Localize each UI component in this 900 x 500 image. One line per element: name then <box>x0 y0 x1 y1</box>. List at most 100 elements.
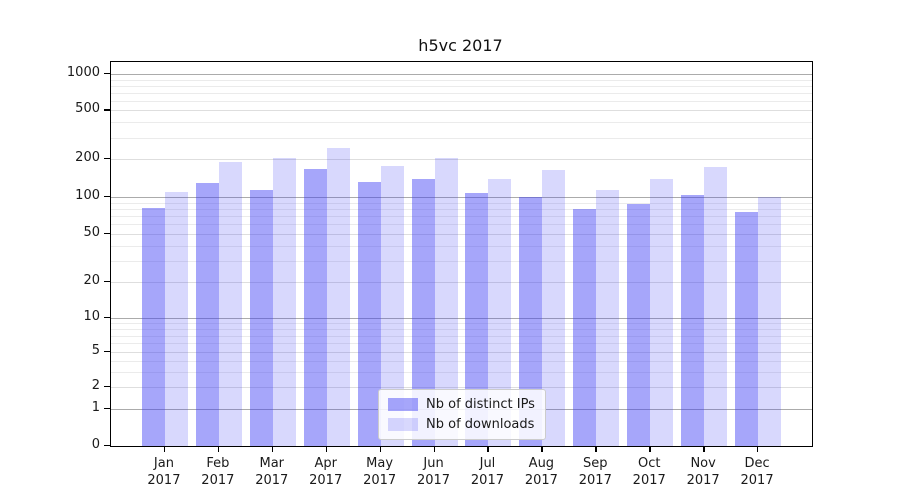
bar-downloads-aug <box>542 169 566 446</box>
gridline-3 <box>111 372 812 373</box>
y-tick-label-10: 10 <box>83 309 100 324</box>
x-tick-label-may: May 2017 <box>350 455 410 489</box>
y-tick-mark-20 <box>104 280 110 283</box>
x-tick-mark-jul <box>487 447 489 452</box>
gridline-700 <box>111 93 812 94</box>
bar-downloads-jan <box>164 191 188 446</box>
x-tick-month: Apr <box>314 456 337 471</box>
y-tick-label-100: 100 <box>75 188 100 203</box>
x-tick-mark-mar <box>271 447 274 452</box>
gridline-6 <box>111 343 812 344</box>
y-tick-label-1000: 1000 <box>66 65 100 81</box>
y-tick-mark-100 <box>104 196 110 198</box>
x-tick-month: Aug <box>528 456 555 471</box>
bar-distinct-ips-sep <box>573 208 597 446</box>
y-tick-mark-50 <box>104 232 110 235</box>
bar-distinct-ips-nov <box>681 194 705 446</box>
gridline-1000 <box>111 74 812 75</box>
legend-label-distinct-ips: Nb of distinct IPs <box>426 397 535 412</box>
y-tick-label-0: 0 <box>91 437 100 452</box>
x-tick-mark-may <box>379 447 381 452</box>
legend-swatch-distinct-ips <box>388 398 418 411</box>
y-tick-label-500: 500 <box>75 101 100 117</box>
x-tick-year: 2017 <box>255 473 289 488</box>
gridline-10 <box>111 318 812 319</box>
bar-downloads-sep <box>596 189 620 446</box>
y-tick-mark-10 <box>104 317 110 319</box>
x-tick-year: 2017 <box>740 473 774 488</box>
legend-item-downloads: Nb of downloads <box>388 417 535 432</box>
gridline-800 <box>111 86 812 87</box>
gridline-100 <box>111 197 812 198</box>
gridline-80 <box>111 209 812 210</box>
x-tick-year: 2017 <box>470 473 504 488</box>
bar-downloads-may <box>380 165 404 446</box>
gridline-500 <box>111 110 812 111</box>
x-tick-year: 2017 <box>201 473 235 488</box>
y-tick-mark-2 <box>104 386 110 388</box>
plot-area: Nb of distinct IPs Nb of downloads <box>110 61 813 447</box>
x-tick-year: 2017 <box>309 473 343 488</box>
x-tick-year: 2017 <box>363 473 397 488</box>
x-tick-mark-aug <box>541 447 543 452</box>
y-tick-label-50: 50 <box>83 224 100 240</box>
bar-downloads-feb <box>218 161 242 446</box>
x-tick-mark-dec <box>757 447 759 452</box>
gridline-4 <box>111 361 812 362</box>
x-tick-label-aug: Aug 2017 <box>511 455 571 489</box>
gridline-2 <box>111 387 812 388</box>
x-tick-month: Feb <box>206 456 230 471</box>
gridline-200 <box>111 159 812 160</box>
x-tick-label-apr: Apr 2017 <box>296 455 356 489</box>
bar-downloads-oct <box>650 179 674 446</box>
bar-distinct-ips-jul <box>465 192 489 446</box>
x-tick-label-dec: Dec 2017 <box>727 455 787 489</box>
bar-distinct-ips-apr <box>303 168 327 446</box>
x-tick-mark-nov <box>703 447 705 452</box>
bar-downloads-jun <box>434 158 458 446</box>
gridline-9 <box>111 323 812 324</box>
y-tick-label-5: 5 <box>91 342 100 358</box>
gridline-50 <box>111 234 812 235</box>
gridline-600 <box>111 101 812 102</box>
chart-title: h5vc 2017 <box>418 36 503 55</box>
legend-item-distinct-ips: Nb of distinct IPs <box>388 397 535 412</box>
y-tick-mark-1 <box>104 407 110 410</box>
y-tick-label-2: 2 <box>91 378 100 394</box>
x-tick-month: May <box>366 456 394 471</box>
x-tick-month: Mar <box>259 456 285 471</box>
gridline-90 <box>111 203 812 204</box>
gridline-5 <box>111 352 812 353</box>
x-tick-mark-apr <box>325 447 328 452</box>
x-tick-month: Jan <box>153 456 174 471</box>
x-tick-label-mar: Mar 2017 <box>242 455 302 489</box>
bar-downloads-jul <box>488 179 512 446</box>
y-tick-label-1: 1 <box>91 399 100 415</box>
y-tick-mark-200 <box>104 157 110 160</box>
x-tick-label-jul: Jul 2017 <box>457 455 517 489</box>
x-tick-label-feb: Feb 2017 <box>188 455 248 489</box>
gridline-400 <box>111 122 812 123</box>
x-tick-month: Jul <box>479 456 496 471</box>
x-tick-label-oct: Oct 2017 <box>619 455 679 489</box>
bar-distinct-ips-dec <box>735 212 759 446</box>
x-tick-label-jan: Jan 2017 <box>134 455 194 489</box>
gridline-300 <box>111 138 812 139</box>
x-tick-mark-oct <box>649 447 651 452</box>
gridline-900 <box>111 80 812 81</box>
x-tick-month: Sep <box>583 456 608 471</box>
x-tick-year: 2017 <box>578 473 612 488</box>
x-tick-mark-feb <box>217 447 220 452</box>
bar-distinct-ips-may <box>357 181 381 446</box>
x-tick-label-sep: Sep 2017 <box>565 455 625 489</box>
bar-distinct-ips-mar <box>249 189 273 446</box>
bar-downloads-mar <box>272 157 296 446</box>
gridline-70 <box>111 216 812 217</box>
gridline-7 <box>111 336 812 337</box>
bar-distinct-ips-jan <box>141 208 165 446</box>
gridline-8 <box>111 329 812 330</box>
gridline-40 <box>111 246 812 247</box>
bar-distinct-ips-oct <box>627 203 651 446</box>
x-tick-label-jun: Jun 2017 <box>404 455 464 489</box>
x-tick-month: Nov <box>690 456 716 471</box>
